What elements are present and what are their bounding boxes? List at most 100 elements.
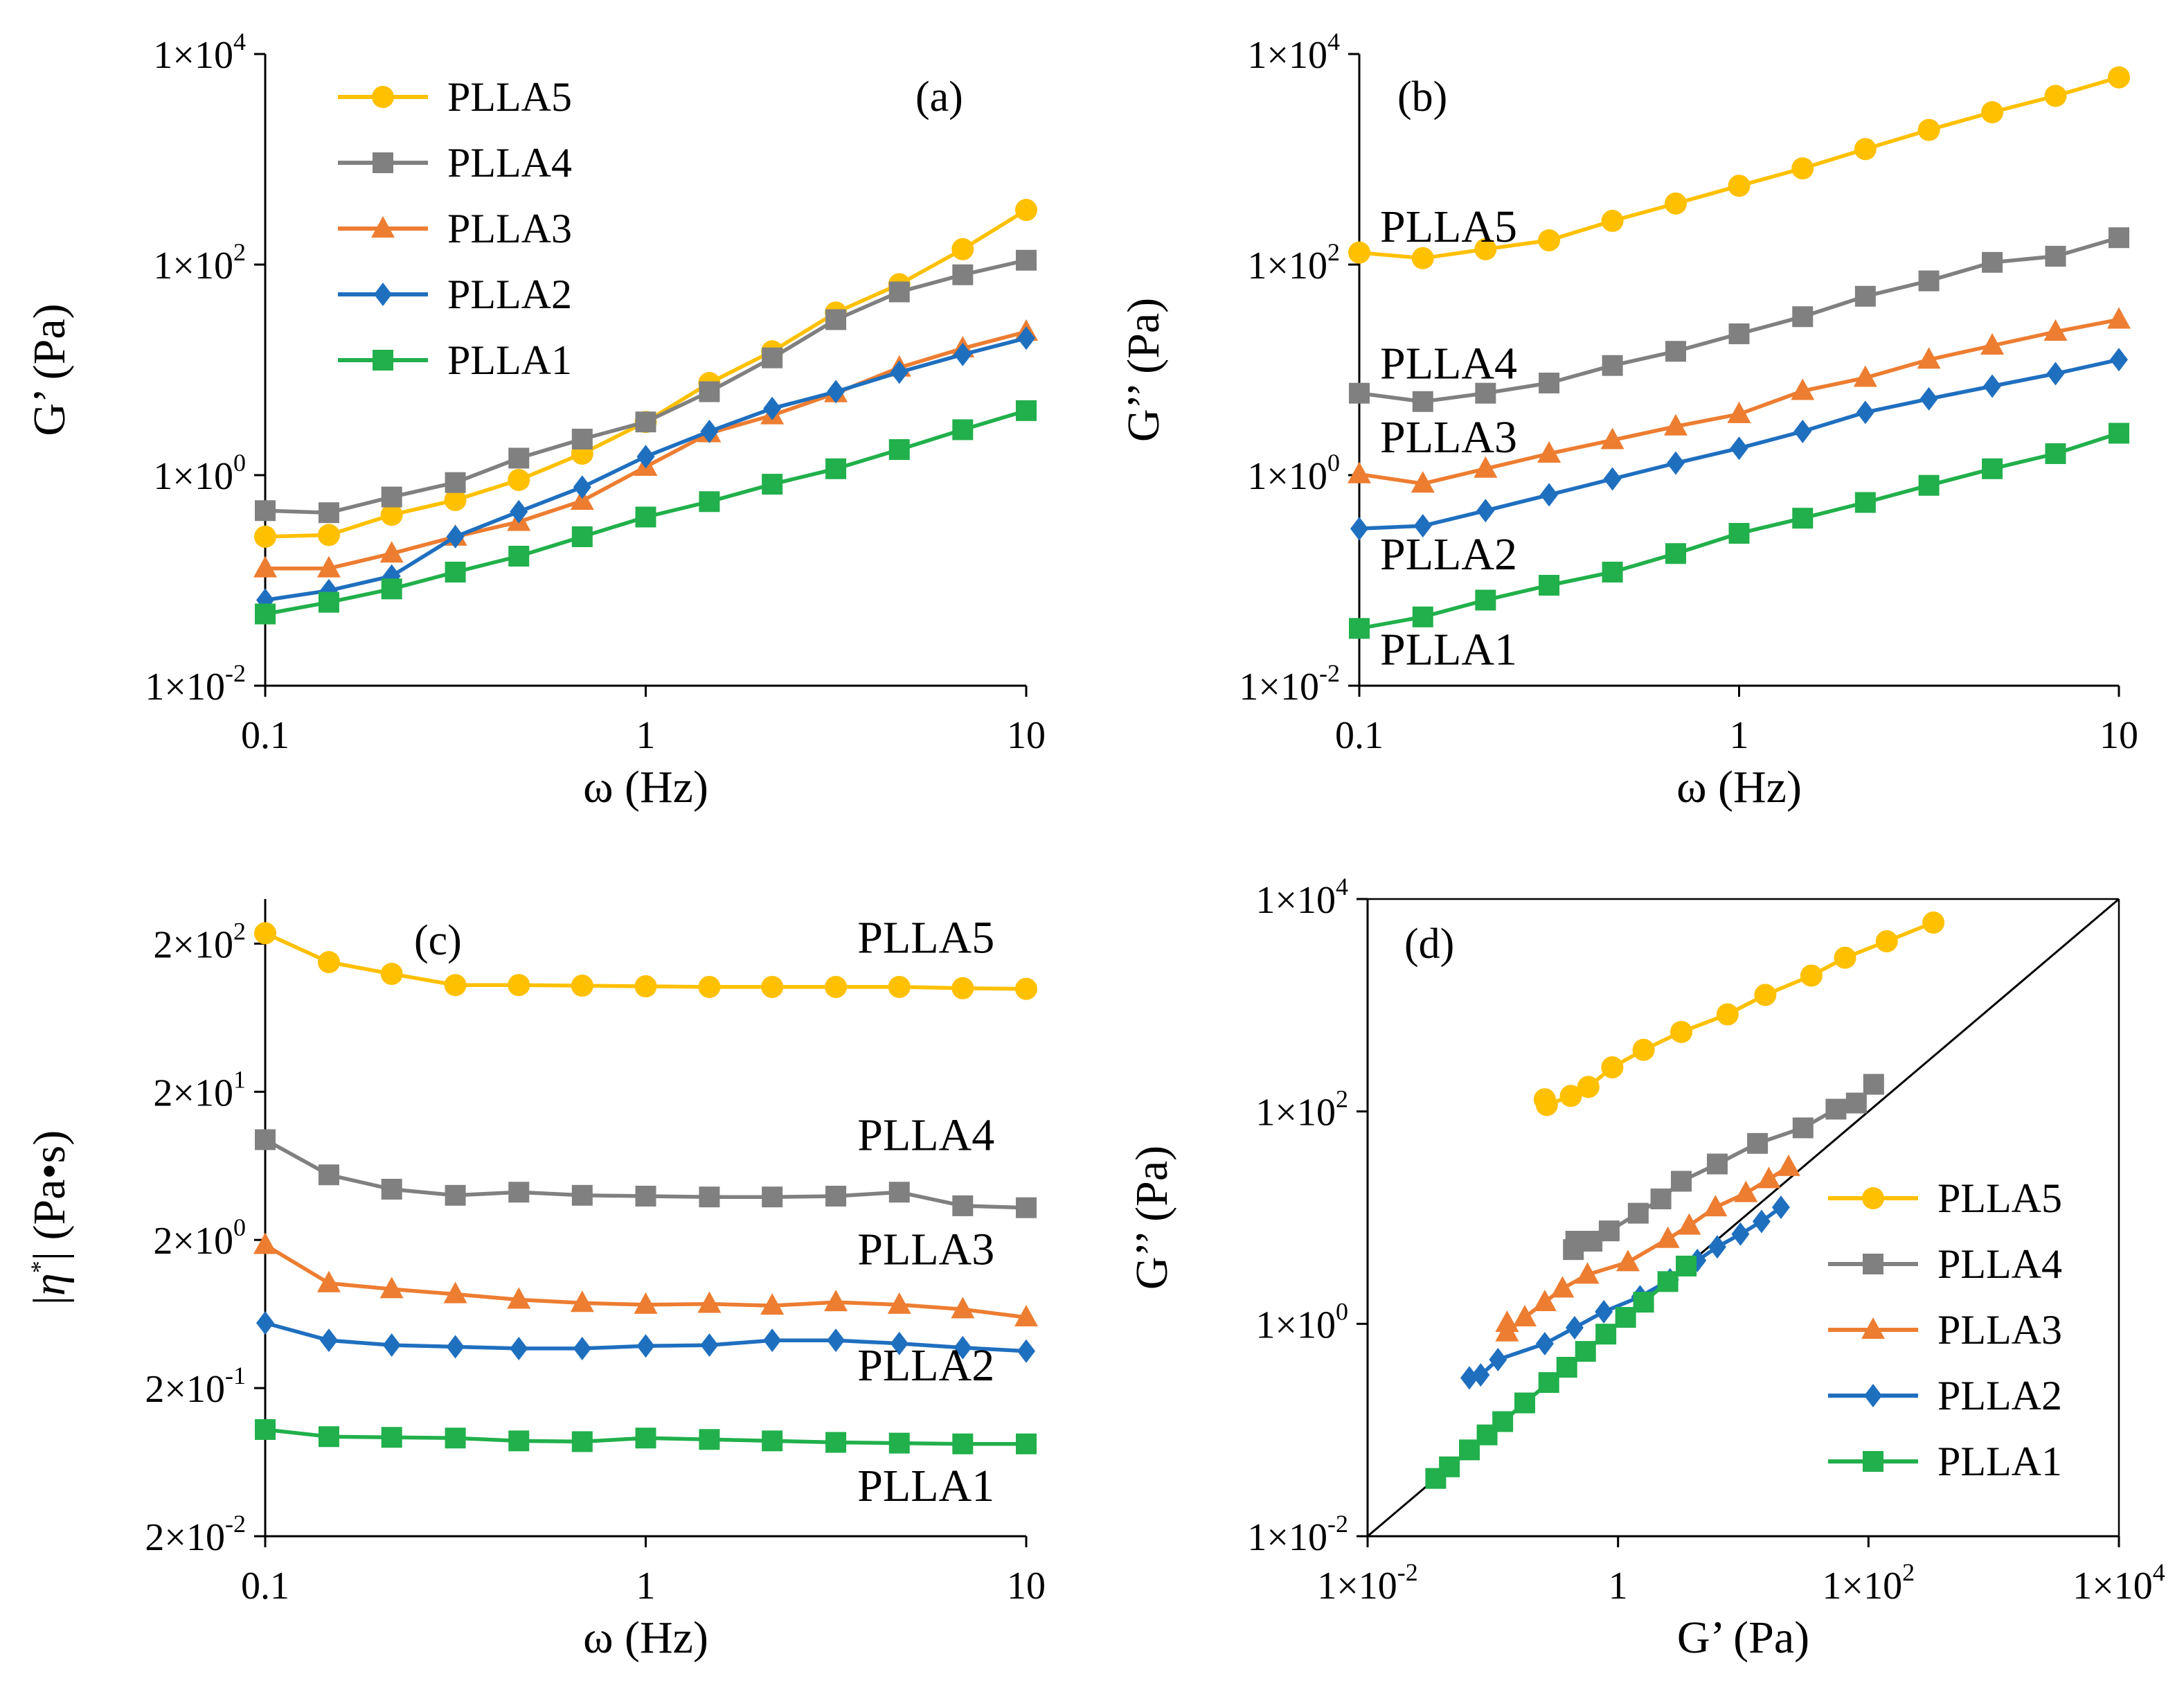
data-point-plla5 (254, 922, 276, 945)
data-point-plla4 (1602, 355, 1623, 376)
data-point-plla2 (1856, 400, 1874, 425)
legend-label: PLLA2 (1937, 1373, 2062, 1418)
series-plla4 (1349, 227, 2129, 412)
legend-marker (1861, 1317, 1885, 1339)
data-point-plla5 (508, 468, 530, 491)
data-point-plla2 (319, 1328, 338, 1353)
data-point-plla3 (1703, 1195, 1728, 1217)
data-point-plla5 (698, 975, 721, 998)
series-plla3 (1495, 1154, 1800, 1342)
data-point-plla3 (379, 541, 404, 563)
data-point-plla1 (1595, 1324, 1617, 1345)
data-point-plla5 (761, 975, 784, 998)
data-point-plla1 (635, 506, 656, 528)
data-point-plla2 (827, 1328, 845, 1353)
data-point-plla3 (1917, 347, 1941, 369)
data-point-plla3 (1550, 1276, 1575, 1298)
series-plla5 (1533, 911, 1945, 1117)
legend-marker (372, 86, 394, 108)
y-tick-label: 1×10-2 (145, 659, 246, 709)
data-point-plla4 (1412, 391, 1433, 412)
data-point-plla5 (508, 974, 530, 997)
data-point-plla2 (1771, 1195, 1790, 1220)
data-point-plla1 (508, 1430, 530, 1452)
series-plla3 (1348, 307, 2131, 493)
legend-label: PLLA2 (447, 272, 572, 317)
series-line-plla5 (265, 208, 1028, 539)
data-point-plla2 (954, 1335, 972, 1360)
data-point-plla1 (1728, 523, 1750, 544)
data-point-plla4 (762, 1186, 783, 1208)
data-point-plla1 (1854, 492, 1876, 513)
data-point-plla4 (508, 447, 530, 469)
data-point-plla4 (825, 1185, 847, 1207)
data-point-plla4 (318, 502, 339, 524)
data-point-plla3 (1776, 1154, 1800, 1176)
series-plla2 (256, 326, 1035, 612)
data-point-plla2 (763, 396, 782, 420)
data-point-plla2 (573, 475, 591, 499)
y-axis-title: G’’ (Pa) (1127, 1146, 1177, 1290)
data-point-plla4 (952, 264, 974, 285)
data-point-plla5 (571, 975, 593, 997)
y-tick-label: 1×104 (1255, 873, 1348, 922)
data-point-plla4 (2109, 227, 2129, 249)
data-point-plla3 (1532, 1290, 1557, 1312)
data-point-plla5 (1538, 229, 1561, 251)
data-point-plla4 (445, 472, 466, 493)
data-point-plla4 (1792, 1117, 1814, 1139)
panel-label: (a) (915, 73, 963, 121)
data-point-plla1 (1538, 1372, 1559, 1394)
x-tick-label: 10 (2100, 714, 2138, 757)
data-point-plla5 (1411, 247, 1434, 269)
data-point-plla2 (510, 1336, 528, 1360)
series-plla5 (254, 922, 1037, 1000)
data-point-plla1 (1439, 1456, 1460, 1477)
data-point-plla3 (1980, 332, 2005, 355)
data-point-plla4 (1665, 341, 1686, 362)
data-point-plla4 (888, 1182, 910, 1203)
data-point-plla3 (507, 1287, 531, 1309)
data-point-plla3 (887, 1292, 911, 1314)
y-tick-label: 2×10-1 (145, 1362, 246, 1411)
data-point-plla5 (951, 977, 974, 999)
data-point-plla5 (1791, 157, 1814, 180)
data-point-plla4 (1475, 382, 1496, 404)
series-plla2 (1350, 348, 2128, 541)
data-point-plla1 (1459, 1439, 1480, 1461)
legend-label: PLLA5 (447, 74, 572, 120)
data-point-plla1 (1492, 1411, 1514, 1432)
data-point-plla1 (381, 1427, 402, 1448)
data-point-plla2 (1535, 1332, 1554, 1356)
data-point-plla1 (888, 1432, 910, 1454)
data-point-plla3 (1575, 1262, 1600, 1284)
y-axis-title: G’’ (Pa) (1118, 298, 1169, 442)
panel-label: (d) (1404, 920, 1454, 968)
data-point-plla1 (318, 591, 339, 613)
data-point-plla4 (1650, 1188, 1672, 1209)
y-axis-title: |η*| (Pa•s) (24, 1130, 75, 1305)
data-point-plla4 (635, 411, 656, 433)
data-point-plla1 (1602, 561, 1623, 582)
legend-marker (1864, 1384, 1882, 1407)
data-point-plla4 (699, 1186, 720, 1208)
panel-d: 1×10-2 1 1×102 1×104 1×10-2 1×100 1×102 1×104 G’… (1127, 873, 2165, 1663)
data-point-plla2 (1708, 1235, 1726, 1259)
data-point-plla4 (508, 1182, 530, 1203)
data-point-plla1 (1792, 508, 1814, 529)
legend-label: PLLA1 (1937, 1439, 2062, 1484)
x-tick-label: 1 (1730, 714, 1749, 757)
data-point-plla2 (1793, 419, 1812, 443)
data-point-plla4 (825, 309, 847, 330)
data-point-plla5 (444, 488, 467, 511)
series-plla3 (253, 1232, 1038, 1327)
data-point-plla5 (2044, 84, 2067, 107)
data-point-plla1 (571, 1431, 593, 1452)
data-point-plla3 (1656, 1226, 1680, 1248)
data-point-plla1 (1615, 1307, 1636, 1328)
data-point-plla3 (697, 1291, 722, 1313)
data-point-plla5 (1754, 984, 1777, 1006)
y-tick-label: 2×100 (153, 1213, 246, 1263)
series-plla4 (255, 249, 1037, 524)
data-point-plla1 (255, 1418, 276, 1440)
